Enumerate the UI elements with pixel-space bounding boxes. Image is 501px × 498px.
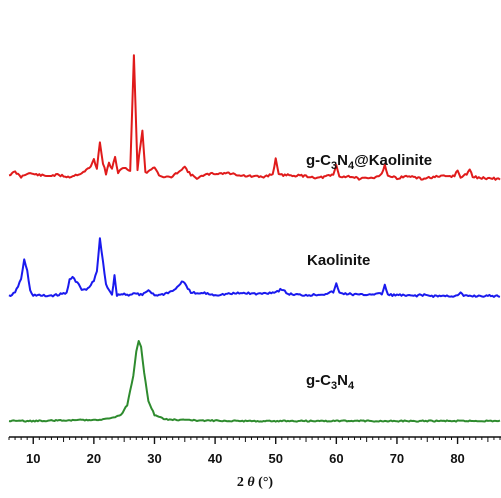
series-line-kaolinite — [8, 237, 501, 298]
series-label-kaolinite: Kaolinite — [307, 252, 370, 269]
x-tick-label: 20 — [87, 451, 101, 466]
x-tick-label: 50 — [268, 451, 282, 466]
series-line-g-c3n4-kaolinite — [8, 54, 501, 181]
series-layer — [8, 54, 501, 423]
x-tick-label: 30 — [147, 451, 161, 466]
x-axis-ticks: 10 20 30 40 50 60 70 80 — [8, 437, 501, 466]
x-axis-label: 2 θ (°) — [237, 475, 274, 490]
series-label-gc3n4-kaolinite: g-C3N4@Kaolinite — [306, 152, 432, 172]
series-label-gc3n4: g-C3N4 — [306, 372, 355, 392]
x-tick-label: 70 — [390, 451, 404, 466]
x-tick-label: 10 — [26, 451, 40, 466]
x-tick-label: 60 — [329, 451, 343, 466]
series-line-g-c3n4 — [8, 340, 501, 423]
x-tick-label: 80 — [450, 451, 464, 466]
x-tick-label: 40 — [208, 451, 222, 466]
